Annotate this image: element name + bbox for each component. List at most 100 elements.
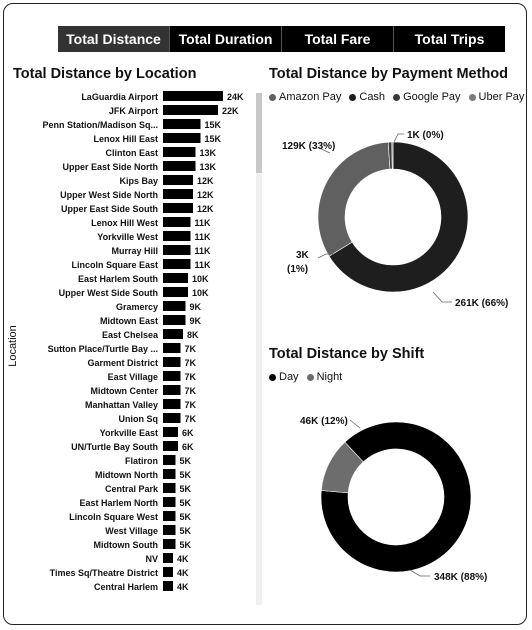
location-bar[interactable] <box>163 441 178 451</box>
location-bar[interactable] <box>163 413 181 423</box>
location-bar[interactable] <box>163 581 173 591</box>
location-category-label: Midtown Center <box>91 386 159 396</box>
location-category-label: Midtown South <box>94 540 158 550</box>
location-bar[interactable] <box>163 133 201 143</box>
location-bar-value-label: 7K <box>185 358 197 368</box>
location-bar-value-label: 5K <box>180 456 192 466</box>
location-bar[interactable] <box>163 329 183 339</box>
location-bar-value-label: 4K <box>177 568 189 578</box>
tab-total-trips[interactable]: Total Trips <box>394 26 505 52</box>
location-bar[interactable] <box>163 483 176 493</box>
location-category-label: Lincoln Square West <box>69 512 158 522</box>
location-bar[interactable] <box>163 161 196 171</box>
location-chart-scroll-track[interactable] <box>256 93 262 605</box>
location-bar-value-label: 5K <box>180 484 192 494</box>
location-bar[interactable] <box>163 119 201 129</box>
location-bar[interactable] <box>163 287 188 297</box>
shift-legend: Day Night <box>269 371 342 383</box>
location-bar-value-label: 7K <box>185 372 197 382</box>
location-category-label: NV <box>145 554 158 564</box>
location-category-label: Sutton Place/Turtle Bay ... <box>48 344 158 354</box>
legend-label: Cash <box>359 91 386 103</box>
location-bar-value-label: 11K <box>195 260 212 270</box>
location-category-label: Flatiron <box>125 456 158 466</box>
tab-total-distance[interactable]: Total Distance <box>58 26 170 52</box>
location-bar[interactable] <box>163 245 191 255</box>
legend-dot-icon <box>306 373 314 381</box>
legend-item-day[interactable]: Day <box>269 371 299 383</box>
location-bar-value-label: 15K <box>205 120 222 130</box>
legend-item-night[interactable]: Night <box>306 371 343 383</box>
location-bar[interactable] <box>163 273 188 283</box>
location-bar-value-label: 10K <box>192 274 209 284</box>
location-bar[interactable] <box>163 231 191 241</box>
location-bar[interactable] <box>163 525 176 535</box>
tab-total-fare[interactable]: Total Fare <box>282 26 394 52</box>
location-category-label: West Village <box>105 526 158 536</box>
location-bar-value-label: 7K <box>185 386 197 396</box>
location-bar[interactable] <box>163 371 181 381</box>
location-bar-value-label: 15K <box>205 134 222 144</box>
legend-label: Night <box>316 371 343 383</box>
legend-item-cash[interactable]: Cash <box>349 91 385 103</box>
location-category-label: JFK Airport <box>109 106 158 116</box>
location-category-label: Central Park <box>105 484 159 494</box>
location-bar[interactable] <box>163 567 173 577</box>
location-bar[interactable] <box>163 315 186 325</box>
location-bar[interactable] <box>163 455 176 465</box>
location-category-label: Lenox Hill East <box>93 134 158 144</box>
location-bar[interactable] <box>163 427 178 437</box>
location-bar[interactable] <box>163 259 191 269</box>
location-bar[interactable] <box>163 217 191 227</box>
location-bar[interactable] <box>163 175 193 185</box>
location-bar[interactable] <box>163 399 181 409</box>
location-bar[interactable] <box>163 91 223 101</box>
location-bar[interactable] <box>163 189 193 199</box>
legend-dot-icon <box>269 373 276 381</box>
location-bar[interactable] <box>163 469 176 479</box>
location-bar-value-label: 24K <box>227 92 244 102</box>
legend-item-amazon-pay[interactable]: Amazon Pay <box>269 91 341 103</box>
location-bar[interactable] <box>163 203 193 213</box>
location-bar-value-label: 11K <box>195 246 212 256</box>
location-category-label: Times Sq/Theatre District <box>50 568 158 578</box>
location-category-label: UN/Turtle Bay South <box>71 442 158 452</box>
location-bar-value-label: 7K <box>185 344 197 354</box>
legend-item-uber-pay[interactable]: Uber Pay <box>468 91 524 103</box>
location-bar[interactable] <box>163 301 186 311</box>
location-category-label: Central Harlem <box>94 582 158 592</box>
location-category-label: Upper East Side North <box>62 162 158 172</box>
location-bar-chart: LaGuardia Airport 24K JFK Airport 22K Penn S… <box>0 88 262 608</box>
location-bar[interactable] <box>163 553 173 563</box>
location-bar-value-label: 5K <box>180 470 192 480</box>
location-bar-value-label: 22K <box>222 106 239 116</box>
location-bar-value-label: 5K <box>180 512 192 522</box>
location-bar-value-label: 5K <box>180 540 192 550</box>
location-category-label: LaGuardia Airport <box>81 92 158 102</box>
location-bar-value-label: 11K <box>195 218 212 228</box>
location-bar-value-label: 12K <box>197 176 214 186</box>
location-bar[interactable] <box>163 147 196 157</box>
legend-item-google-pay[interactable]: Google Pay <box>393 91 461 103</box>
location-bar-value-label: 10K <box>192 288 209 298</box>
location-category-label: Gramercy <box>116 302 158 312</box>
location-bar-value-label: 5K <box>180 526 192 536</box>
location-bar-value-label: 5K <box>180 498 192 508</box>
location-bar-value-label: 12K <box>197 190 214 200</box>
location-category-label: Midtown North <box>95 470 158 480</box>
location-chart-scroll-thumb[interactable] <box>256 93 262 173</box>
location-category-label: East Village <box>108 372 158 382</box>
location-bar[interactable] <box>163 497 176 507</box>
location-bar[interactable] <box>163 343 181 353</box>
location-bar[interactable] <box>163 385 181 395</box>
report-frame <box>3 3 527 625</box>
location-category-label: Yorkville West <box>97 232 158 242</box>
location-bar[interactable] <box>163 539 176 549</box>
legend-dot-icon <box>393 93 401 101</box>
location-bar[interactable] <box>163 511 176 521</box>
tab-total-duration[interactable]: Total Duration <box>170 26 282 52</box>
metric-tabs: Total Distance Total Duration Total Fare… <box>58 26 505 52</box>
location-bar[interactable] <box>163 357 181 367</box>
location-bar-value-label: 4K <box>177 554 189 564</box>
location-bar[interactable] <box>163 105 218 115</box>
